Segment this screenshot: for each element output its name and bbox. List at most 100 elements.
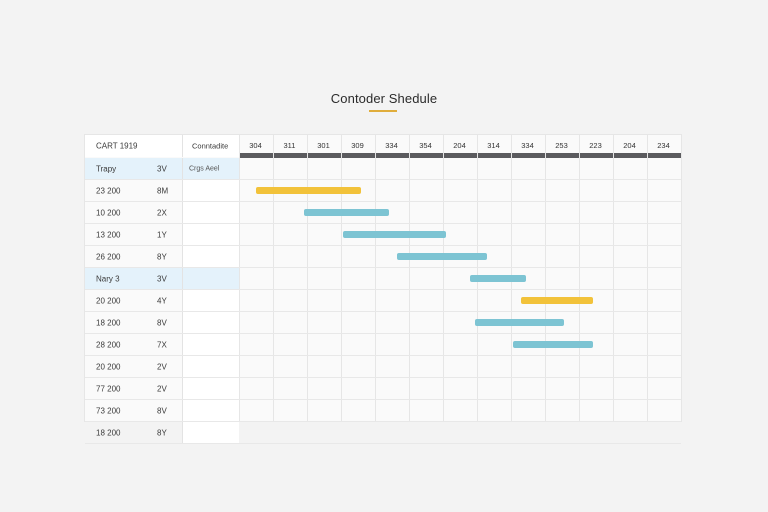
row-info-cell (182, 400, 239, 421)
row-code: 2X (157, 208, 167, 217)
table-row[interactable]: 13 200 1Y (85, 224, 681, 246)
table-row[interactable]: 20 200 4Y (85, 290, 681, 312)
row-label-cell: 73 200 8V (85, 400, 239, 421)
table-row[interactable]: 26 200 8Y (85, 246, 681, 268)
row-name: 13 200 (96, 230, 121, 239)
timeline-tick-label[interactable]: 301 (317, 141, 330, 150)
row-label-cell: 18 200 8Y (85, 422, 239, 443)
row-label-cell: 26 200 8Y (85, 246, 239, 267)
timeline-tick-label[interactable]: 204 (453, 141, 466, 150)
page-title: Contoder Shedule (330, 91, 438, 106)
table-row[interactable]: 18 200 8Y (85, 422, 681, 444)
row-code: 8M (157, 186, 169, 195)
timeline-tick-label[interactable]: 309 (351, 141, 364, 150)
timeline-gridline (681, 135, 682, 421)
row-label-cell: 18 200 8V (85, 312, 239, 333)
timeline-tick-label[interactable]: 334 (521, 141, 534, 150)
row-name: 23 200 (96, 186, 121, 195)
row-info-cell (182, 202, 239, 223)
row-code: 2V (157, 362, 167, 371)
row-label-cell: 77 200 2V (85, 378, 239, 399)
row-name: 18 200 (96, 428, 121, 437)
row-label-cell: 28 200 7X (85, 334, 239, 355)
table-row[interactable]: Nary 3 3V (85, 268, 681, 290)
row-label-cell: Nary 3 3V (85, 268, 239, 289)
table-row[interactable]: 18 200 8V (85, 312, 681, 334)
row-name: 20 200 (96, 362, 121, 371)
row-code: 3V (157, 274, 167, 283)
timeline-gridline (613, 135, 614, 421)
row-label-cell: 20 200 4Y (85, 290, 239, 311)
header-col-a[interactable]: CART 1919 (96, 141, 138, 151)
row-info-text: Crgs Aeel (189, 165, 220, 172)
timeline-tick-label[interactable]: 314 (487, 141, 500, 150)
timeline-gridline (409, 135, 410, 421)
timeline-gridline (307, 135, 308, 421)
row-label-cell: 10 200 2X (85, 202, 239, 223)
timeline-gridline (273, 135, 274, 421)
timeline-gridline (443, 135, 444, 421)
gantt-grid: CART 1919 Conntadite 304 311 301 309 334 354 2… (84, 134, 682, 444)
row-label-cell: 20 200 2V (85, 356, 239, 377)
row-info-cell (182, 356, 239, 377)
timeline-header-bar (239, 153, 681, 158)
row-name: Trapy (96, 164, 117, 173)
timeline-gridline (545, 135, 546, 421)
row-code: 3V (157, 164, 167, 173)
timeline-tick-label[interactable]: 204 (623, 141, 636, 150)
task-bar[interactable] (475, 319, 564, 326)
row-code: 7X (157, 340, 167, 349)
row-info-cell (182, 180, 239, 201)
table-row[interactable]: 20 200 2V (85, 356, 681, 378)
row-name: 28 200 (96, 340, 121, 349)
table-row[interactable]: 73 200 8V (85, 400, 681, 422)
header-col-c[interactable]: Conntadite (192, 141, 229, 151)
table-row[interactable]: 10 200 2X (85, 202, 681, 224)
table-row[interactable]: 23 200 8M (85, 180, 681, 202)
row-label-cell: 13 200 1Y (85, 224, 239, 245)
timeline-gridline (647, 135, 648, 421)
row-label-cell: Trapy 3V Crgs Aeel (85, 158, 239, 179)
table-row[interactable]: Trapy 3V Crgs Aeel (85, 158, 681, 180)
row-code: 8V (157, 318, 167, 327)
row-code: 8Y (157, 428, 167, 437)
timeline-tick-label[interactable]: 234 (657, 141, 670, 150)
row-code: 4Y (157, 296, 167, 305)
table-row[interactable]: 77 200 2V (85, 378, 681, 400)
timeline-tick-label[interactable]: 223 (589, 141, 602, 150)
timeline-tick-label[interactable]: 253 (555, 141, 568, 150)
row-info-cell (182, 312, 239, 333)
row-name: 18 200 (96, 318, 121, 327)
timeline-tick-label[interactable]: 304 (249, 141, 262, 150)
row-label-cell: 23 200 8M (85, 180, 239, 201)
task-bar[interactable] (521, 297, 593, 304)
row-code: 1Y (157, 230, 167, 239)
row-name: 77 200 (96, 384, 121, 393)
task-bar[interactable] (470, 275, 527, 282)
row-info-cell (182, 422, 239, 443)
timeline-tick-label[interactable]: 354 (419, 141, 432, 150)
row-name: Nary 3 (96, 274, 120, 283)
row-code: 8Y (157, 252, 167, 261)
task-bar[interactable] (512, 341, 593, 348)
row-name: 10 200 (96, 208, 121, 217)
timeline-tick-label[interactable]: 311 (283, 141, 296, 150)
header-left: CART 1919 Conntadite (85, 135, 239, 157)
task-bar[interactable] (342, 231, 447, 238)
row-name: 26 200 (96, 252, 121, 261)
task-bar[interactable] (256, 187, 362, 194)
row-info-cell (182, 334, 239, 355)
task-bar[interactable] (397, 253, 488, 260)
timeline-tick-label[interactable]: 334 (385, 141, 398, 150)
row-code: 2V (157, 384, 167, 393)
timeline-gridline (239, 135, 240, 421)
timeline-gridline (579, 135, 580, 421)
title-underline (369, 110, 397, 112)
row-info-cell: Crgs Aeel (182, 158, 239, 179)
row-info-cell (182, 224, 239, 245)
timeline-gridline (341, 135, 342, 421)
row-info-cell (182, 268, 239, 289)
table-row[interactable]: 28 200 7X (85, 334, 681, 356)
task-bar[interactable] (303, 209, 389, 216)
row-info-cell (182, 246, 239, 267)
